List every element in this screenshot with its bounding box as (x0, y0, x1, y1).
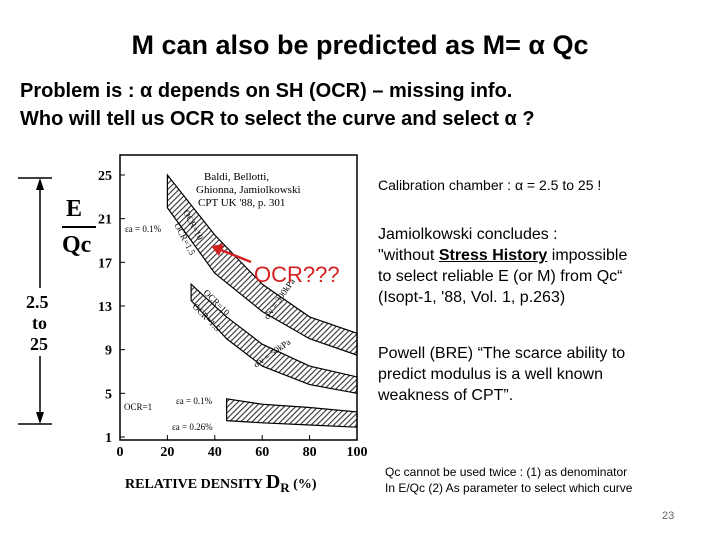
x-tick-label: 40 (208, 445, 222, 460)
reference-line-1: Baldi, Bellotti, (204, 171, 269, 183)
chart-bands (166, 173, 358, 428)
powell-line-3: weakness of CPT”. (378, 387, 514, 404)
calibration-note: Calibration chamber : α = 2.5 to 25 ! (378, 177, 602, 193)
range-to: to (32, 313, 47, 333)
strain-label-lower-01: εa = 0.1% (176, 396, 213, 406)
powell-line-1: Powell (BRE) “The scarce ability to (378, 345, 626, 362)
band-lower (226, 398, 358, 428)
problem-line-2: Who will tell us OCR to select the curve… (20, 108, 535, 130)
powell-line-2: predict modulus is a well known (378, 366, 603, 383)
range-value-high: 25 (30, 334, 48, 354)
jamiolkowski-line-2: "without Stress History impossible (378, 247, 628, 264)
y-tick-label: 1 (105, 431, 112, 446)
x-tick-label: 60 (255, 445, 269, 460)
jamiolkowski-line-3: to select reliable E (or M) from Qc“ (378, 268, 623, 285)
ocr-label-lower: OCR=1 (124, 402, 152, 412)
y-tick-label: 25 (98, 169, 112, 184)
qc-note-line-1: Qc cannot be used twice : (1) as denomin… (385, 465, 628, 479)
y-tick-label: 5 (105, 387, 112, 402)
x-tick-labels: 0 20 40 60 80 100 (117, 435, 368, 460)
x-axis-label: RELATIVE DENSITY DR (%) (125, 471, 317, 495)
strain-label-upper: εa = 0.1% (125, 224, 162, 234)
reference-line-2: Ghionna, Jamiolkowski (196, 184, 301, 196)
y-tick-label: 17 (98, 256, 112, 271)
qc-label: Qc (62, 232, 92, 258)
problem-line-1: Problem is : α depends on SH (OCR) – mis… (20, 80, 513, 102)
x-tick-label: 80 (303, 445, 317, 460)
stress-history-emphasis: Stress History (438, 247, 548, 264)
e-label: E (66, 196, 83, 222)
range-value-low: 2.5 (26, 292, 49, 312)
ocr-callout-arrowhead (211, 244, 224, 256)
qc-note: Qc cannot be used twice : (1) as denomin… (385, 464, 632, 496)
page-title: M can also be predicted as M= α Qc (131, 30, 589, 60)
fraction-bar (62, 226, 96, 228)
y-tick-labels: 25 21 17 13 9 5 1 (98, 169, 125, 446)
jamiolkowski-quote: Jamiolkowski concludes : "without Stress… (378, 224, 627, 308)
plot-frame (119, 154, 358, 441)
qc-note-line-2: In E/Qc (2) As parameter to select which… (385, 481, 633, 495)
y-tick-label: 9 (105, 344, 112, 359)
jamiolkowski-line-1: Jamiolkowski concludes : (378, 226, 558, 243)
y-tick-label: 21 (98, 213, 112, 228)
powell-quote: Powell (BRE) “The scarce ability to pred… (378, 343, 625, 406)
ocr-callout-arrow (220, 248, 252, 264)
y-tick-label: 13 (98, 300, 112, 315)
x-tick-label: 100 (347, 445, 368, 460)
page-number: 23 (662, 510, 675, 522)
x-tick-label: 20 (160, 445, 174, 460)
ocr-callout: OCR??? (254, 262, 340, 287)
jamiolkowski-line-4: (Isopt-1, '88, Vol. 1, p.263) (378, 289, 566, 306)
strain-label-lower-026: εa = 0.26% (172, 422, 213, 432)
x-tick-label: 0 (117, 445, 124, 460)
reference-line-3: CPT UK '88, p. 301 (198, 197, 285, 209)
